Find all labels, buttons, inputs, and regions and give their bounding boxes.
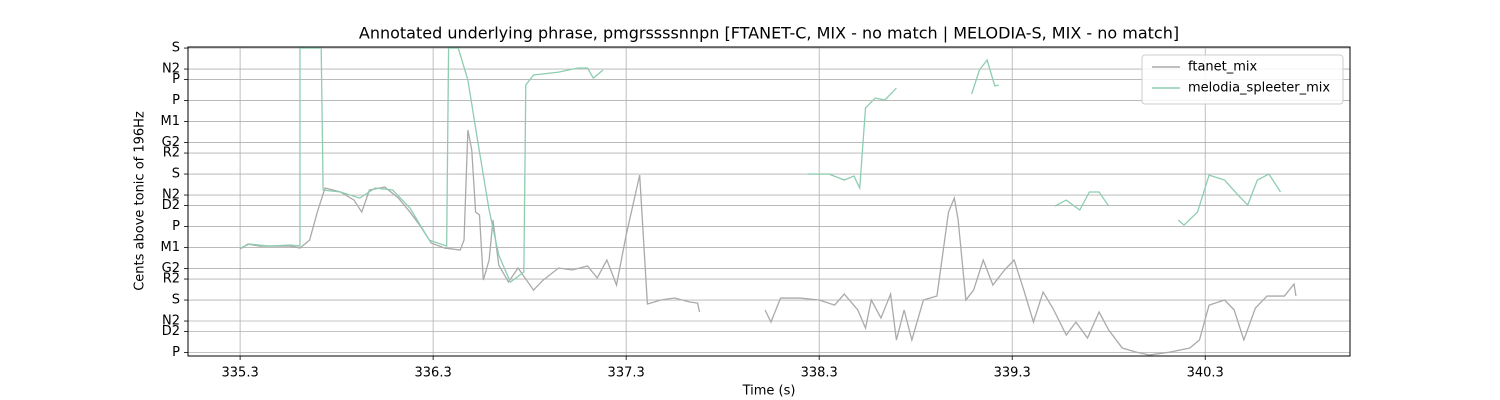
y-tick-label: R2 xyxy=(163,272,180,287)
y-tick-label: D2 xyxy=(162,198,180,213)
line-series xyxy=(239,129,701,313)
x-axis-label: Time (s) xyxy=(742,384,796,399)
x-tick-label: 336.3 xyxy=(415,366,452,381)
x-tick-label: 340.3 xyxy=(1187,366,1224,381)
y-tick-label: G2 xyxy=(162,135,180,150)
y-tick-label: M1 xyxy=(161,240,181,255)
y-tick-label: S xyxy=(172,41,180,56)
x-tick-label: 337.3 xyxy=(608,366,645,381)
x-tick-label: 339.3 xyxy=(994,366,1031,381)
legend-box xyxy=(1141,54,1344,105)
y-tick-label: P xyxy=(172,345,180,360)
y-tick-label: N2 xyxy=(162,188,180,203)
y-tick-label: P xyxy=(172,219,180,234)
plot-frame xyxy=(187,46,1351,357)
x-tick-label: 338.3 xyxy=(801,366,838,381)
x-tick-label: 335.3 xyxy=(222,366,259,381)
line-series xyxy=(1177,173,1282,226)
y-tick-label: G2 xyxy=(162,261,180,276)
y-tick-label: P xyxy=(172,72,180,87)
y-tick-label: D2 xyxy=(162,324,180,339)
line-series xyxy=(239,47,604,284)
line-series xyxy=(971,58,999,95)
legend-label: melodia_spleeter_mix xyxy=(1188,81,1330,96)
y-tick-label: N2 xyxy=(162,314,180,329)
y-tick-label: N2 xyxy=(162,62,180,77)
y-axis-label: Cents above tonic of 196Hz xyxy=(133,111,148,291)
y-tick-label: S xyxy=(172,293,180,308)
legend-label: ftanet_mix xyxy=(1188,60,1258,75)
line-series xyxy=(807,87,897,191)
line-series xyxy=(764,195,1297,356)
legend: ftanet_mix melodia_spleeter_mix xyxy=(1141,54,1344,105)
y-tick-label: R2 xyxy=(163,146,180,161)
chart-title: Annotated underlying phrase, pmgrssssnnp… xyxy=(359,24,1179,43)
y-tick-label: M1 xyxy=(161,114,181,129)
y-tick-label: P xyxy=(172,93,180,108)
line-series xyxy=(1054,191,1110,212)
y-tick-label: S xyxy=(172,167,180,182)
